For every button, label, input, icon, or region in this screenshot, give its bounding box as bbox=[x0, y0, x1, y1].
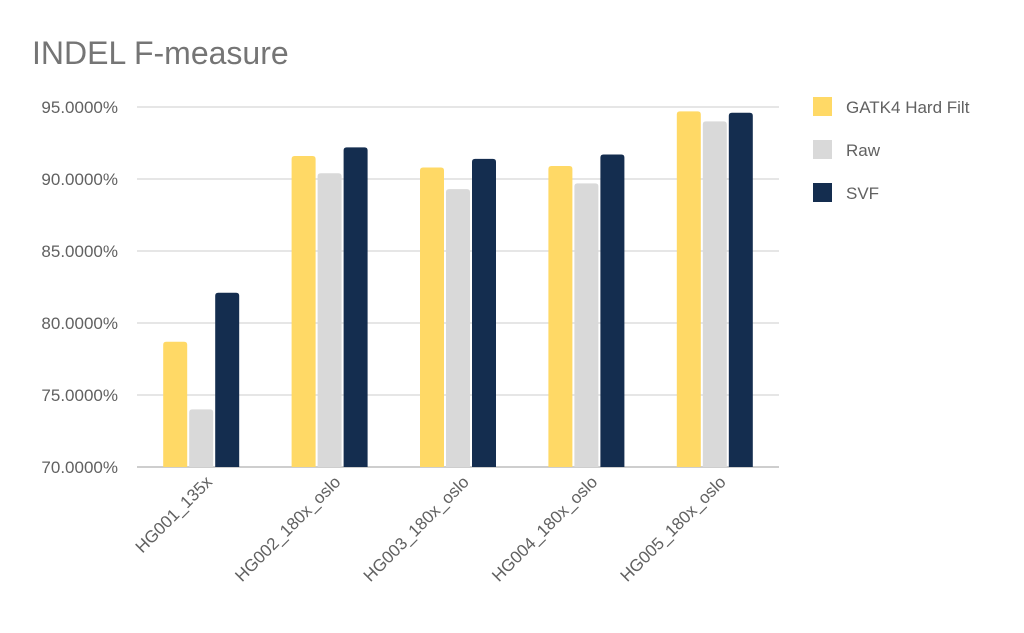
y-tick-label: 80.0000% bbox=[41, 314, 118, 333]
bar-raw-hg002-180x-oslo bbox=[317, 173, 342, 468]
x-axis-ticks: HG001_135x HG002_180x_oslo HG003_180x_oslo… bbox=[132, 472, 730, 585]
x-tick-label: HG001_135x bbox=[132, 472, 217, 557]
bar-svf-hg005-180x-oslo bbox=[728, 112, 753, 467]
legend-swatch bbox=[813, 183, 832, 202]
legend-swatch bbox=[813, 140, 832, 159]
x-tick-label: HG005_180x_oslo bbox=[617, 472, 730, 585]
x-tick-label: HG002_180x_oslo bbox=[231, 472, 344, 585]
bar-gatk4-hard-filt-hg002-180x-oslo bbox=[291, 155, 316, 467]
legend-label: GATK4 Hard Filt bbox=[846, 98, 970, 117]
bar-svf-hg004-180x-oslo bbox=[600, 154, 625, 467]
bar-svf-hg003-180x-oslo bbox=[472, 158, 496, 467]
bar-gatk4-hard-filt-hg005-180x-oslo bbox=[676, 111, 701, 467]
x-tick-label: HG003_180x_oslo bbox=[360, 472, 473, 585]
y-tick-label: 85.0000% bbox=[41, 242, 118, 261]
bars bbox=[163, 111, 753, 468]
bar-gatk4-hard-filt-hg004-180x-oslo bbox=[548, 166, 573, 468]
chart-title: INDEL F-measure bbox=[32, 35, 289, 71]
y-tick-label: 70.0000% bbox=[41, 458, 118, 477]
legend-label: Raw bbox=[846, 141, 881, 160]
bar-gatk4-hard-filt-hg003-180x-oslo bbox=[420, 167, 444, 468]
y-tick-label: 75.0000% bbox=[41, 386, 118, 405]
legend: GATK4 Hard Filt Raw SVF bbox=[813, 97, 970, 203]
bar-svf-hg002-180x-oslo bbox=[343, 147, 368, 467]
legend-swatch bbox=[813, 97, 832, 116]
y-axis-ticks: 70.0000% 75.0000% 80.0000% 85.0000% 90.0000%… bbox=[41, 98, 118, 477]
bar-gatk4-hard-filt-hg001-135x bbox=[163, 341, 188, 467]
y-tick-label: 95.0000% bbox=[41, 98, 118, 117]
bar-raw-hg005-180x-oslo bbox=[702, 121, 727, 468]
bar-raw-hg001-135x bbox=[189, 409, 214, 467]
bar-raw-hg003-180x-oslo bbox=[446, 189, 470, 467]
y-tick-label: 90.0000% bbox=[41, 170, 118, 189]
legend-label: SVF bbox=[846, 184, 879, 203]
x-tick-label: HG004_180x_oslo bbox=[488, 472, 601, 585]
bar-raw-hg004-180x-oslo bbox=[574, 183, 599, 467]
bar-svf-hg001-135x bbox=[215, 292, 240, 467]
